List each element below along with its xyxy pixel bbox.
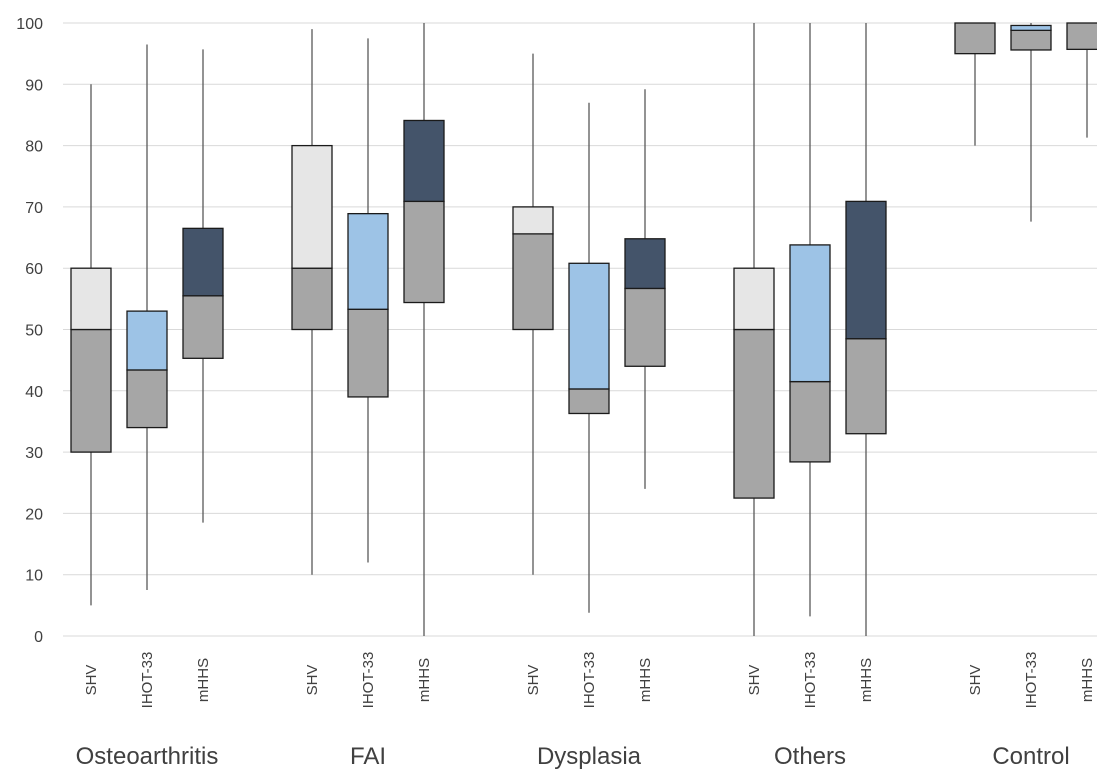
box-lower-fai-shv xyxy=(291,267,333,331)
category-label-osteoarthritis-shv: SHV xyxy=(83,665,100,696)
category-label-dysplasia-mhhs: mHHS xyxy=(637,658,654,702)
box-lower-osteoarthritis-mhhs xyxy=(182,295,224,359)
box-lower-fai-ihot-33 xyxy=(347,308,389,398)
box-upper-control-ihot-33 xyxy=(1010,24,1052,32)
box-lower-fai-mhhs xyxy=(403,200,445,304)
box-lower-dysplasia-mhhs xyxy=(624,287,666,367)
box-upper-fai-ihot-33 xyxy=(347,212,389,310)
y-tick-label: 0 xyxy=(34,629,43,646)
boxes xyxy=(70,22,1097,499)
box-upper-others-shv xyxy=(733,267,775,331)
group-label-dysplasia: Dysplasia xyxy=(537,743,642,769)
box-lower-others-mhhs xyxy=(845,338,887,435)
y-tick-label: 70 xyxy=(25,200,43,217)
box-lower-control-shv xyxy=(954,22,996,55)
y-tick-label: 50 xyxy=(25,323,43,340)
category-labels: SHV IHOT-33 mHHS SHV IHOT-33 mHHS SHV IHOT-33 mH… xyxy=(83,652,1096,709)
category-label-control-ihot-33: IHOT-33 xyxy=(1023,652,1040,709)
box-upper-dysplasia-shv xyxy=(512,206,554,235)
category-label-control-shv: SHV xyxy=(967,665,984,696)
category-label-fai-ihot-33: IHOT-33 xyxy=(360,652,377,709)
y-tick-label: 10 xyxy=(25,568,43,585)
y-tick-label: 80 xyxy=(25,139,43,156)
y-tick-label: 40 xyxy=(25,384,43,401)
box-upper-osteoarthritis-ihot-33 xyxy=(126,310,168,371)
box-lower-others-ihot-33 xyxy=(789,380,831,463)
group-label-control: Control xyxy=(992,743,1069,769)
category-label-osteoarthritis-mhhs: mHHS xyxy=(195,658,212,702)
y-tick-label: 90 xyxy=(25,77,43,94)
y-tick-label: 30 xyxy=(25,445,43,462)
category-label-fai-shv: SHV xyxy=(304,665,321,696)
box-upper-fai-shv xyxy=(291,144,333,269)
category-label-dysplasia-shv: SHV xyxy=(525,665,542,696)
y-tick-label: 20 xyxy=(25,506,43,523)
box-upper-osteoarthritis-shv xyxy=(70,267,112,331)
box-upper-osteoarthritis-mhhs xyxy=(182,227,224,297)
box-lower-osteoarthritis-shv xyxy=(70,328,112,453)
category-label-others-mhhs: mHHS xyxy=(858,658,875,702)
group-label-fai: FAI xyxy=(350,743,386,769)
box-lower-others-shv xyxy=(733,328,775,499)
y-axis-tick-labels: 0 10 20 30 40 50 60 70 80 90 100 xyxy=(16,16,43,646)
box-upper-dysplasia-mhhs xyxy=(624,238,666,290)
box-lower-dysplasia-ihot-33 xyxy=(568,388,610,415)
box-lower-control-ihot-33 xyxy=(1010,29,1052,51)
box-lower-osteoarthritis-ihot-33 xyxy=(126,369,168,429)
category-label-others-shv: SHV xyxy=(746,665,763,696)
category-label-fai-mhhs: mHHS xyxy=(416,658,433,702)
category-label-osteoarthritis-ihot-33: IHOT-33 xyxy=(139,652,156,709)
group-label-others: Others xyxy=(774,743,846,769)
group-labels: Osteoarthritis FAI Dysplasia Others Control xyxy=(76,743,1070,769)
category-label-control-mhhs: mHHS xyxy=(1079,658,1096,702)
category-label-others-ihot-33: IHOT-33 xyxy=(802,652,819,709)
box-upper-others-ihot-33 xyxy=(789,244,831,383)
group-label-osteoarthritis: Osteoarthritis xyxy=(76,743,219,769)
box-upper-dysplasia-ihot-33 xyxy=(568,262,610,390)
box-lower-dysplasia-shv xyxy=(512,233,554,331)
y-tick-label: 100 xyxy=(16,16,43,33)
y-tick-label: 60 xyxy=(25,261,43,278)
box-lower-control-mhhs xyxy=(1066,22,1097,51)
category-label-dysplasia-ihot-33: IHOT-33 xyxy=(581,652,598,709)
box-upper-fai-mhhs xyxy=(403,119,445,203)
box-upper-others-mhhs xyxy=(845,200,887,340)
